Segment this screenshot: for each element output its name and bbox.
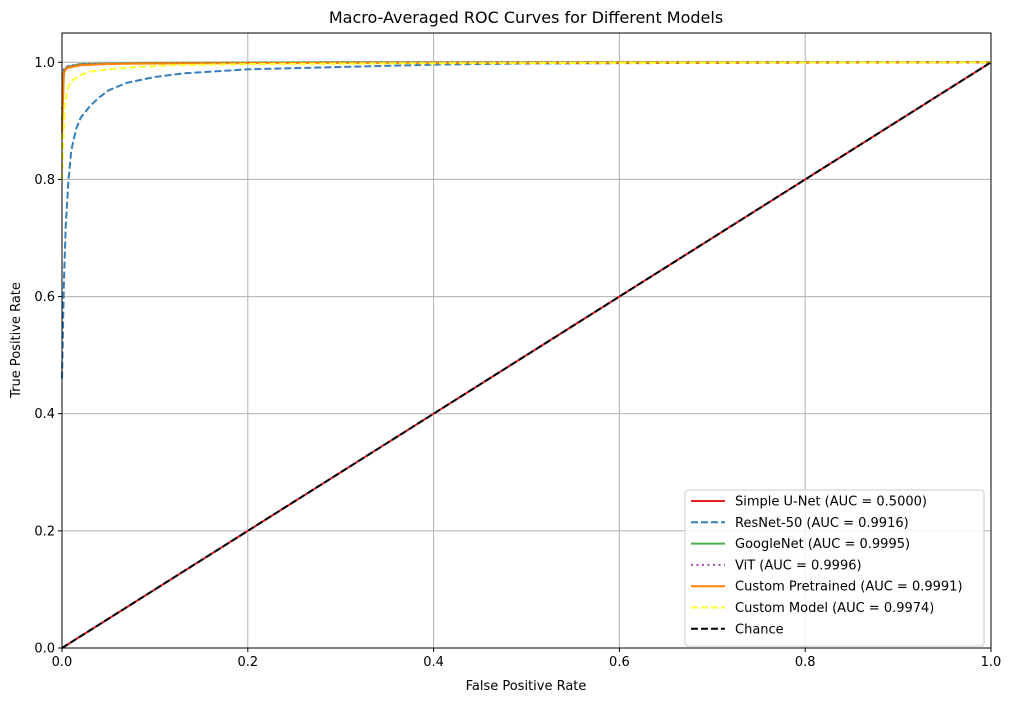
legend-label: ViT (AUC = 0.9996) [735,558,862,573]
legend-label: Custom Model (AUC = 0.9974) [735,601,934,616]
series-layer [61,61,992,649]
y-tick-label: 0.0 [34,642,55,657]
series-line-resnet-50 [61,61,992,379]
series-line-chance [61,61,992,649]
chart-title: Macro-Averaged ROC Curves for Different … [329,8,723,27]
y-axis-label: True Positive Rate [9,282,24,399]
y-tick-label: 0.2 [34,524,55,539]
y-tick-label: 1.0 [34,56,55,71]
x-tick-label: 1.0 [981,655,1002,670]
legend: Simple U-Net (AUC = 0.5000) ResNet-50 (AU… [684,489,985,647]
series-line-vit [61,61,991,110]
x-axis-label: False Positive Rate [466,679,587,694]
y-tick-label: 0.8 [34,173,55,188]
x-tick-label: 0.6 [609,655,630,670]
x-tick-label: 0.8 [795,655,816,670]
legend-box [684,489,985,647]
series-line-custom-model [61,61,992,180]
legend-label: Custom Pretrained (AUC = 0.9991) [735,580,963,595]
ticks-layer: 0.0 0.2 0.4 0.6 0.8 1.0 0.0 0.2 0.4 0.6 0.8 1.0 [34,56,1001,670]
y-tick-label: 0.6 [34,290,55,305]
plot-frame [61,32,992,649]
legend-label: GoogleNet (AUC = 0.9995) [735,537,910,552]
legend-label: ResNet-50 (AUC = 0.9916) [735,516,909,531]
series-line-googlenet [61,61,991,121]
x-tick-label: 0.2 [237,655,258,670]
legend-label: Chance [735,622,784,637]
x-tick-label: 0.0 [52,655,73,670]
legend-label: Simple U-Net (AUC = 0.5000) [735,495,927,510]
x-tick-label: 0.4 [423,655,444,670]
y-tick-label: 0.4 [34,407,55,422]
